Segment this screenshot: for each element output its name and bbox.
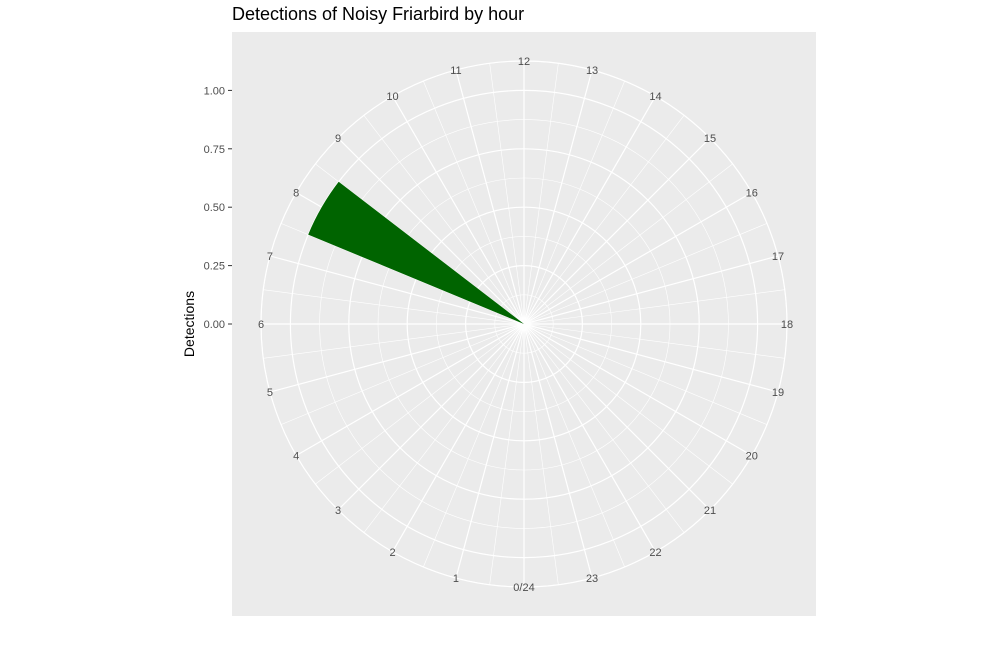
chart-title: Detections of Noisy Friarbird by hour — [232, 4, 525, 24]
minor-grid-spoke — [363, 115, 525, 325]
major-grid-spoke — [523, 323, 779, 393]
y-tick-label: 0.25 — [204, 261, 225, 273]
major-grid-spoke — [523, 323, 753, 457]
major-grid-spoke — [455, 323, 525, 579]
major-grid-spoke — [269, 323, 525, 393]
major-grid-spoke — [455, 69, 525, 325]
bar-hour-8 — [308, 181, 524, 324]
hour-label: 3 — [335, 505, 341, 517]
bars — [308, 181, 524, 324]
hour-label: 6 — [258, 319, 264, 331]
major-grid-spoke — [295, 323, 525, 457]
y-tick-label: 0.50 — [204, 202, 225, 214]
minor-grid-spoke — [363, 323, 525, 533]
major-grid-spoke — [523, 69, 593, 325]
minor-grid-spoke — [523, 323, 785, 359]
hour-label: 4 — [293, 451, 299, 463]
minor-grid-spoke — [523, 115, 685, 325]
hour-labels: 0/24123456789101112131415161718192021222… — [258, 56, 793, 594]
minor-grid-spoke — [523, 63, 559, 325]
hour-label: 23 — [586, 573, 598, 585]
y-axis: 0.00 0.25 0.50 0.75 1.00 — [204, 85, 232, 331]
minor-grid-spoke — [523, 223, 768, 325]
hour-label: 0/24 — [513, 582, 534, 594]
hour-label: 7 — [267, 251, 273, 263]
hour-label: 22 — [649, 547, 661, 559]
hour-label: 11 — [450, 65, 461, 77]
hour-label: 9 — [335, 133, 341, 145]
hour-label: 13 — [586, 65, 598, 77]
hour-label: 20 — [746, 451, 758, 463]
major-grid-spoke — [523, 323, 711, 511]
hour-label: 12 — [518, 56, 530, 68]
major-grid-spoke — [337, 137, 525, 325]
hour-label: 16 — [746, 188, 758, 200]
hour-label: 10 — [386, 91, 398, 103]
minor-grid-spoke — [523, 289, 785, 325]
hour-label: 17 — [772, 251, 784, 263]
minor-grid-spoke — [263, 289, 525, 325]
y-axis-title: Detections — [181, 291, 197, 357]
hour-label: 14 — [649, 91, 661, 103]
hour-label: 18 — [781, 319, 793, 331]
minor-grid-spoke — [523, 323, 733, 485]
hour-label: 1 — [453, 573, 459, 585]
hour-label: 2 — [389, 547, 395, 559]
major-grid-spoke — [337, 323, 525, 511]
minor-grid-spoke — [523, 323, 625, 568]
major-grid-spoke — [523, 191, 753, 325]
hour-label: 19 — [772, 387, 784, 399]
minor-grid-spoke — [263, 323, 525, 359]
hour-label: 15 — [704, 133, 716, 145]
minor-grid-spoke — [523, 80, 625, 325]
major-grid-spoke — [523, 137, 711, 325]
major-grid-spoke — [523, 95, 657, 325]
grid-lines — [260, 60, 788, 588]
minor-grid-spoke — [423, 323, 525, 568]
y-tick-label: 0.75 — [204, 144, 225, 156]
minor-grid-spoke — [523, 163, 733, 325]
minor-grid-spoke — [280, 323, 525, 425]
major-grid-spoke — [523, 323, 593, 579]
minor-grid-spoke — [489, 63, 525, 325]
minor-grid-spoke — [315, 323, 525, 485]
hour-label: 8 — [293, 188, 299, 200]
hour-label: 5 — [267, 387, 273, 399]
minor-grid-spoke — [489, 323, 525, 585]
major-grid-spoke — [523, 255, 779, 325]
major-grid-spoke — [269, 255, 525, 325]
minor-grid-spoke — [423, 80, 525, 325]
minor-grid-spoke — [523, 323, 768, 425]
y-tick-label: 0.00 — [204, 319, 225, 331]
major-grid-spoke — [391, 95, 525, 325]
major-grid-spoke — [523, 323, 657, 553]
y-tick-label: 1.00 — [204, 85, 225, 97]
minor-grid-spoke — [523, 323, 559, 585]
hour-label: 21 — [704, 505, 716, 517]
minor-grid-spoke — [523, 323, 685, 533]
major-grid-spoke — [391, 323, 525, 553]
